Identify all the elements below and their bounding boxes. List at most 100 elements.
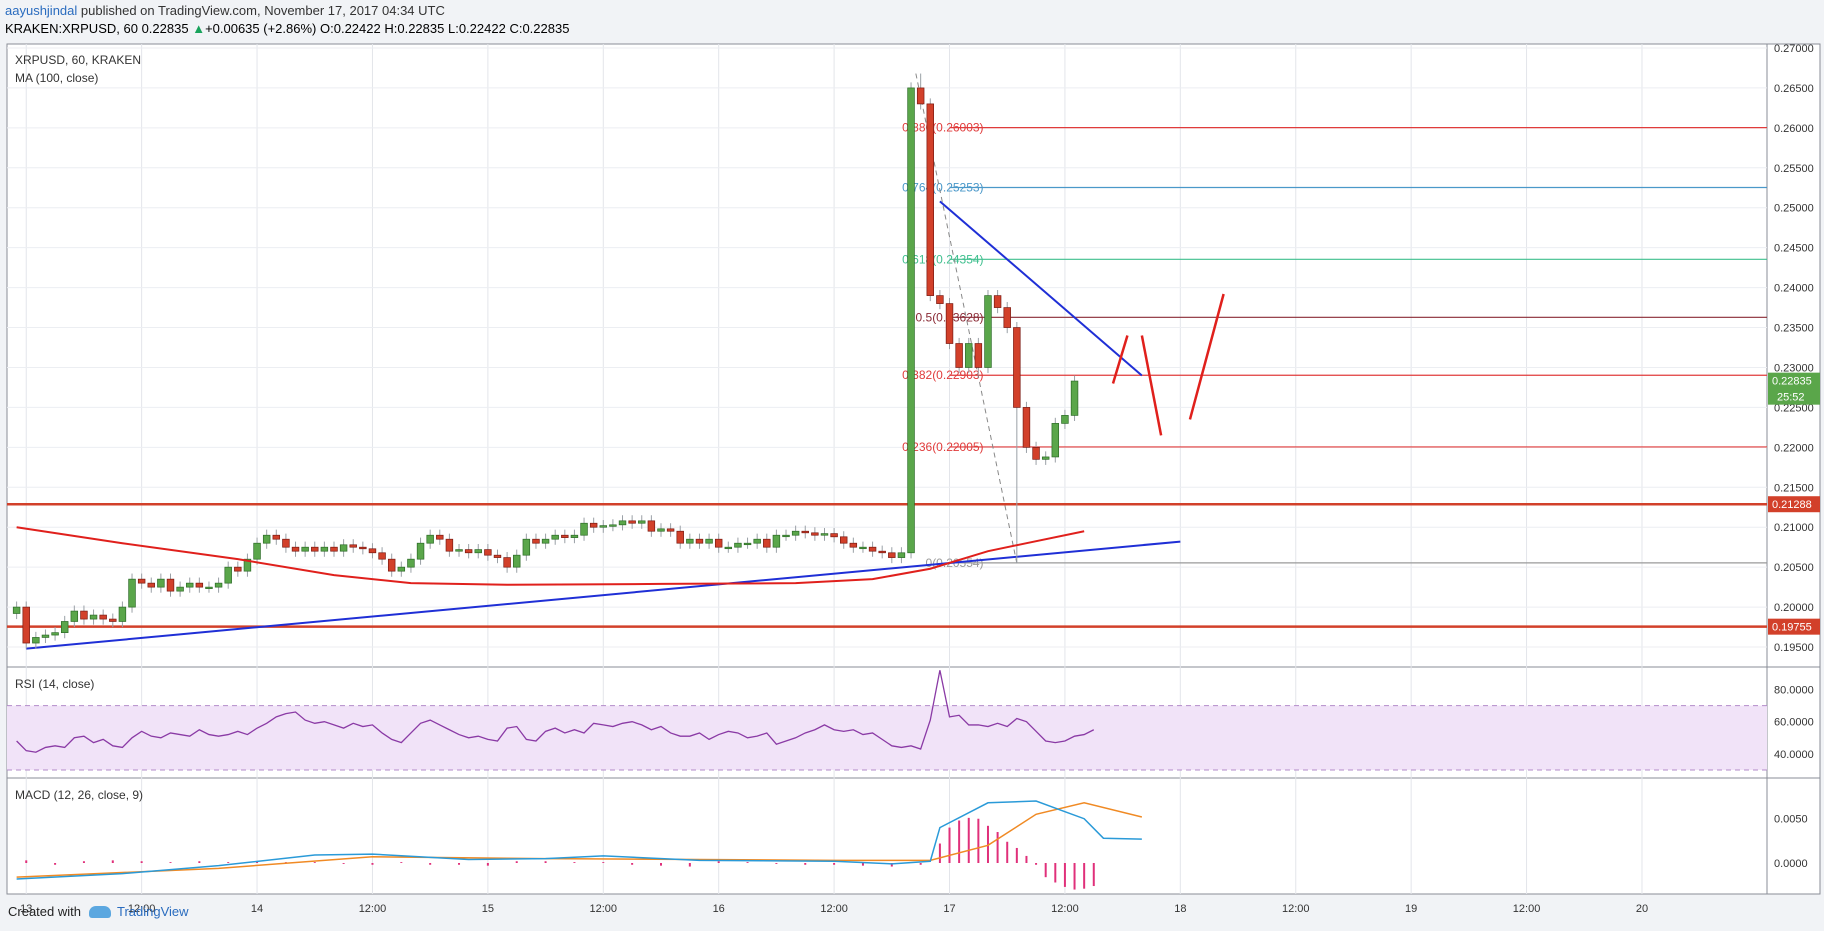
y-tick-label: 0.23500 [1774,323,1814,335]
candle [859,546,867,550]
candle [830,533,838,538]
candle [397,566,406,572]
o-label: O: [320,21,334,36]
fib-level-ratio: 0 [926,556,933,570]
candle [41,634,50,638]
candle [311,546,319,552]
candle [147,582,155,588]
h-label: H: [384,21,398,36]
candle [32,637,40,644]
candle [791,530,800,536]
candle [541,538,550,544]
horizontal-level-badge [1768,618,1820,635]
candle [840,536,848,544]
candle [253,542,261,560]
candle [166,578,175,592]
candle [589,522,598,528]
y-tick-label: 0.27000 [1774,43,1814,55]
candle [753,538,761,544]
created-with-text: Created with [8,904,81,919]
candle [580,522,588,536]
candle [137,578,146,584]
candle [782,534,790,538]
candle [945,303,954,344]
candle [657,528,665,532]
candle [1041,456,1050,460]
rsi-line [16,670,1095,753]
y-tick-label: 0.24500 [1774,243,1814,255]
candle [474,549,482,554]
horizontal-level-label: 0.19755 [1772,622,1812,634]
projection-line [1188,293,1225,420]
candle [157,578,165,588]
up-arrow-icon: ▲ [192,21,206,36]
candle [695,538,704,544]
candle [128,578,136,608]
candle [493,554,502,558]
x-tick-label: 12:00 [1513,903,1541,915]
author-link[interactable]: aayushjindal [5,3,78,18]
rsi-tick-label: 40.0000 [1774,749,1814,761]
candle [1032,447,1040,460]
published-text: published on TradingView.com, November 1… [77,3,445,18]
candle [551,534,559,540]
fib-level-ratio: 0.236 [902,440,932,454]
candle [320,546,329,552]
x-tick-label: 19 [1405,903,1417,915]
candle [1003,307,1011,328]
candle [532,538,540,544]
candle [916,87,925,105]
candle [820,533,829,536]
candle [763,538,771,548]
macd-title: MACD (12, 26, close, 9) [15,788,143,802]
candle [993,295,1002,308]
candle [965,343,973,368]
candle [445,538,454,552]
macd-signal-line [16,802,1143,878]
candle [1013,327,1021,408]
candle [628,520,636,524]
candle [262,534,271,544]
rsi-tick-label: 80.0000 [1774,685,1814,697]
candle [12,606,21,614]
candle [426,534,434,544]
price-change: +0.00635 (+2.86%) [205,21,317,36]
l-value: 0.22422 [458,21,506,36]
x-tick-label: 12:00 [1051,903,1079,915]
candle [686,538,694,544]
candle [955,343,963,368]
fib-level-value: (0.25253) [932,181,983,195]
macd-tick-label: 0.0000 [1774,858,1808,870]
x-tick-label: 15 [482,903,494,915]
candle [1061,415,1069,424]
y-tick-label: 0.24000 [1774,283,1814,295]
candle [522,538,531,556]
candle [301,546,309,552]
fib-level-value: (0.23628) [932,310,983,324]
fib-level-value: (0.24354) [932,252,983,266]
candle [868,546,877,552]
y-tick-label: 0.20500 [1774,562,1814,574]
candle [186,582,194,588]
rsi-tick-label: 60.0000 [1774,717,1814,729]
x-tick-label: 12:00 [590,903,618,915]
candle [378,552,386,560]
fib-level-value: (0.26003) [932,121,983,135]
candle [561,534,569,538]
tradingview-link[interactable]: TradingView [116,904,189,919]
candle [570,534,579,538]
candle [811,532,819,536]
candle [878,550,886,554]
y-tick-label: 0.26000 [1774,123,1814,135]
candle [330,546,338,552]
candle [291,546,300,552]
y-tick-label: 0.21500 [1774,482,1814,494]
candle [897,552,906,558]
macd-line [16,800,1142,880]
tradingview-logo-icon[interactable] [88,905,111,918]
footer: Created with TradingView [8,904,189,919]
rsi-title: RSI (14, close) [15,677,94,691]
x-tick-label: 12:00 [359,903,387,915]
candle [609,524,617,527]
